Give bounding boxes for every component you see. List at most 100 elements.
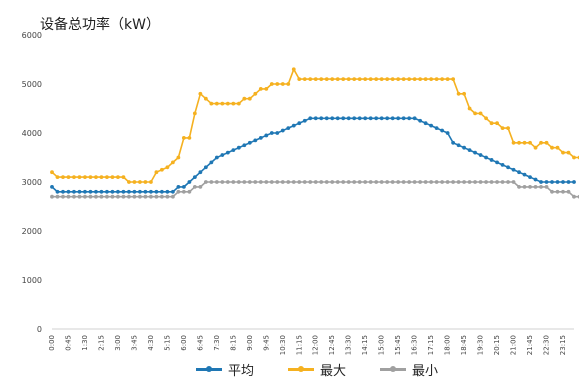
data-point bbox=[192, 175, 197, 180]
data-point bbox=[286, 126, 291, 130]
data-point bbox=[77, 194, 82, 199]
data-point bbox=[511, 167, 516, 172]
data-point bbox=[467, 148, 472, 153]
data-point bbox=[176, 155, 181, 160]
data-point bbox=[418, 77, 423, 81]
data-point bbox=[561, 189, 565, 194]
data-point bbox=[423, 121, 428, 126]
data-point bbox=[528, 140, 532, 145]
data-point bbox=[264, 133, 269, 138]
data-point bbox=[209, 180, 214, 184]
data-point bbox=[390, 77, 395, 81]
data-point bbox=[423, 180, 428, 184]
data-point bbox=[286, 82, 291, 86]
data-point bbox=[88, 189, 93, 194]
data-point bbox=[566, 150, 571, 155]
data-point bbox=[291, 67, 296, 72]
x-tick-label: 9:45 bbox=[262, 335, 270, 351]
data-point bbox=[555, 189, 560, 194]
data-point bbox=[105, 189, 109, 194]
data-point bbox=[368, 116, 373, 121]
data-point bbox=[132, 189, 137, 194]
x-tick-label: 12:00 bbox=[312, 335, 320, 355]
data-point bbox=[154, 194, 159, 199]
data-point bbox=[407, 77, 412, 81]
data-point bbox=[253, 91, 258, 96]
data-point bbox=[176, 185, 181, 189]
x-tick-label: 18:45 bbox=[460, 335, 468, 355]
data-point bbox=[335, 116, 340, 121]
data-point bbox=[286, 180, 291, 184]
data-point bbox=[357, 180, 362, 184]
y-tick-label: 3000 bbox=[22, 178, 42, 187]
data-point bbox=[291, 180, 296, 184]
data-point bbox=[203, 165, 208, 170]
data-point bbox=[506, 180, 510, 184]
data-point bbox=[181, 185, 186, 189]
legend-item-min: 最小 bbox=[380, 360, 438, 379]
data-point bbox=[456, 180, 461, 184]
data-point bbox=[495, 160, 499, 165]
data-point bbox=[517, 170, 521, 175]
data-point bbox=[236, 145, 241, 150]
data-point bbox=[500, 162, 505, 167]
data-point bbox=[478, 111, 483, 116]
data-point bbox=[83, 189, 87, 194]
data-point bbox=[456, 143, 461, 148]
data-point bbox=[225, 150, 230, 155]
data-point bbox=[313, 180, 318, 184]
x-tick-label: 4:30 bbox=[147, 335, 155, 351]
x-tick-label: 0:45 bbox=[64, 335, 72, 351]
data-point bbox=[330, 180, 335, 184]
data-point bbox=[116, 175, 120, 180]
data-point bbox=[198, 170, 203, 175]
data-point bbox=[429, 123, 434, 128]
data-point bbox=[517, 140, 521, 145]
data-point bbox=[297, 180, 302, 184]
data-point bbox=[121, 175, 126, 180]
data-point bbox=[105, 194, 109, 199]
data-point bbox=[357, 77, 362, 81]
data-point bbox=[72, 175, 76, 180]
data-point bbox=[418, 180, 423, 184]
data-point bbox=[511, 140, 516, 145]
data-point bbox=[149, 189, 153, 194]
data-point bbox=[533, 185, 538, 189]
data-point bbox=[181, 189, 186, 194]
data-point bbox=[143, 180, 148, 184]
data-point bbox=[440, 77, 445, 81]
data-point bbox=[401, 116, 406, 121]
data-point bbox=[484, 155, 488, 160]
data-point bbox=[445, 180, 450, 184]
data-point bbox=[55, 194, 60, 199]
data-point bbox=[55, 175, 60, 180]
data-point bbox=[456, 91, 461, 96]
data-point bbox=[110, 194, 115, 199]
data-point bbox=[473, 150, 477, 155]
data-point bbox=[121, 189, 126, 194]
x-tick-label: 3:45 bbox=[130, 335, 138, 351]
y-tick-label: 2000 bbox=[22, 227, 42, 236]
data-point bbox=[280, 180, 285, 184]
data-point bbox=[462, 180, 467, 184]
data-point bbox=[352, 116, 357, 121]
data-point bbox=[500, 180, 505, 184]
data-point bbox=[50, 170, 54, 175]
data-point bbox=[533, 145, 538, 150]
data-point bbox=[165, 194, 170, 199]
data-point bbox=[313, 116, 318, 121]
data-point bbox=[291, 123, 296, 128]
data-point bbox=[275, 180, 280, 184]
data-point bbox=[550, 145, 554, 150]
data-point bbox=[220, 101, 225, 106]
data-point bbox=[533, 177, 538, 182]
data-point bbox=[374, 77, 379, 81]
data-point bbox=[473, 180, 477, 184]
data-point bbox=[528, 175, 532, 180]
data-point bbox=[143, 194, 148, 199]
x-tick-label: 13:30 bbox=[345, 335, 353, 355]
data-point bbox=[522, 172, 527, 177]
data-point bbox=[220, 180, 225, 184]
legend-item-avg: 平均 bbox=[196, 360, 254, 379]
legend-swatch-max bbox=[288, 366, 315, 372]
